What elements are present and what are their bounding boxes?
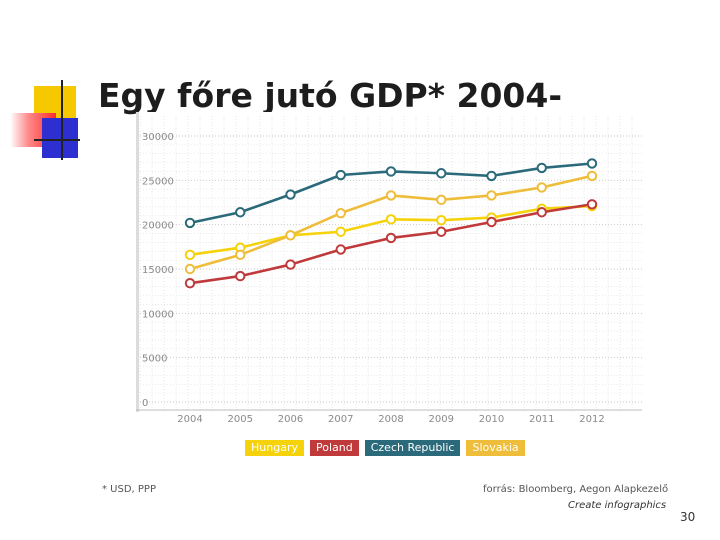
chart-grid [139, 116, 642, 412]
y-tick-label: 20000 [142, 221, 174, 232]
data-point-poland [285, 259, 296, 270]
decor-vertical-line [61, 80, 63, 160]
chart-container: 0 5000 10000 15000 20000 25000 30000 2004 2005 20… [136, 112, 646, 430]
y-tick-label: 15000 [142, 265, 174, 276]
data-point-hungary [335, 226, 346, 237]
data-point-poland [335, 244, 346, 255]
data-point-slovakia [285, 230, 296, 241]
data-point-hungary [184, 249, 196, 261]
data-point-czech-republic [436, 168, 447, 179]
credit-link[interactable]: Create infographics [568, 500, 667, 511]
slide-title: Egy főre jutó GDP* 2004- [98, 76, 563, 115]
line-chart: 0 5000 10000 15000 20000 25000 30000 2004 2005 20… [136, 112, 646, 430]
chart-legend: Hungary Poland Czech Republic Slovakia [245, 440, 525, 456]
data-point-czech-republic [486, 170, 497, 182]
data-point-hungary [385, 214, 397, 225]
data-point-czech-republic [285, 189, 296, 200]
y-tick-label: 5000 [142, 354, 167, 365]
x-tick-label: 2009 [429, 414, 454, 425]
data-point-poland [586, 199, 598, 210]
chart-left-border [136, 112, 139, 412]
decor-blue-square [42, 118, 78, 158]
legend-item-czech-republic[interactable]: Czech Republic [364, 440, 461, 456]
legend-item-hungary[interactable]: Hungary [245, 440, 304, 456]
data-point-hungary [436, 215, 447, 226]
y-tick-label: 0 [142, 398, 148, 409]
legend-item-poland[interactable]: Poland [309, 440, 359, 456]
data-point-czech-republic [586, 158, 598, 169]
x-tick-label: 2007 [328, 414, 353, 425]
x-tick-label: 2012 [579, 414, 604, 425]
data-point-slovakia [586, 170, 598, 182]
data-point-slovakia [486, 190, 497, 201]
data-point-poland [486, 216, 497, 228]
data-point-czech-republic [235, 207, 246, 218]
y-tick-label: 25000 [142, 176, 174, 187]
data-point-poland [184, 277, 196, 289]
data-point-slovakia [436, 194, 447, 206]
data-point-poland [436, 226, 447, 237]
data-point-czech-republic [184, 217, 196, 229]
y-tick-label: 10000 [142, 309, 174, 320]
data-point-czech-republic [536, 162, 547, 174]
data-point-slovakia [235, 249, 246, 261]
data-point-poland [235, 270, 246, 282]
footnote: * USD, PPP [102, 484, 156, 495]
data-point-slovakia [385, 190, 397, 201]
data-point-czech-republic [385, 166, 397, 177]
data-point-slovakia [536, 182, 547, 193]
x-tick-label: 2005 [228, 414, 253, 425]
data-point-slovakia [184, 263, 196, 275]
data-point-slovakia [335, 207, 346, 219]
x-tick-label: 2010 [479, 414, 504, 425]
data-point-czech-republic [335, 169, 346, 181]
x-tick-label: 2004 [177, 414, 202, 425]
x-tick-label: 2008 [378, 414, 403, 425]
legend-item-slovakia[interactable]: Slovakia [466, 440, 525, 456]
chart-background [136, 112, 646, 430]
data-point-poland [536, 207, 547, 218]
x-tick-label: 2006 [278, 414, 303, 425]
decor-horizontal-line [34, 139, 80, 141]
x-tick-label: 2011 [529, 414, 554, 425]
data-point-poland [385, 232, 397, 244]
page-number: 30 [680, 510, 696, 524]
source-note: forrás: Bloomberg, Aegon Alapkezelő [483, 484, 669, 495]
y-tick-label: 30000 [142, 132, 174, 143]
